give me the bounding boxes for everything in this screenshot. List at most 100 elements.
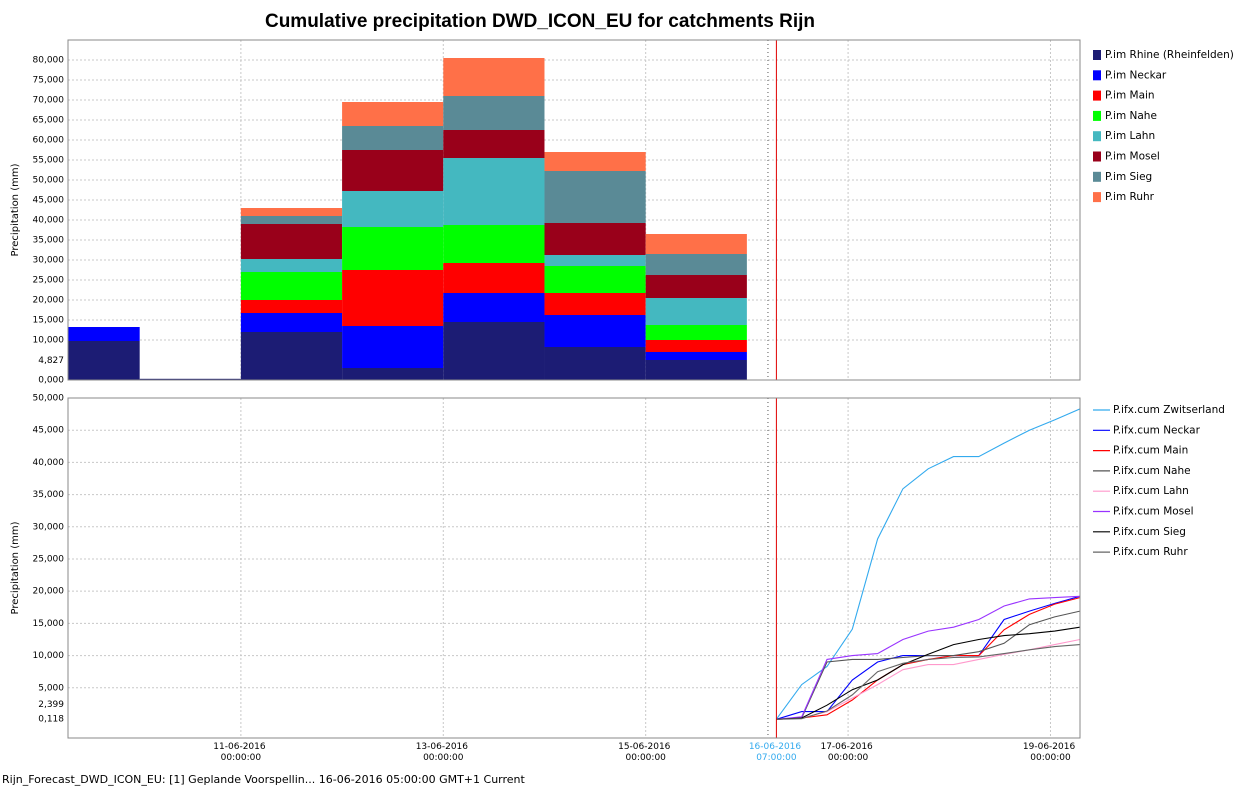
y-tick-label: 10,000 — [33, 336, 65, 346]
y-tick-label: 70,000 — [33, 96, 65, 106]
legend-label: P.ifx.cum Neckar — [1113, 424, 1201, 436]
y-tick-label: 80,000 — [33, 56, 65, 66]
y-tick-label: 15,000 — [33, 316, 65, 326]
bar-segment — [544, 347, 646, 380]
series-line — [776, 626, 1080, 720]
legend-label: P.im Lahn — [1105, 130, 1155, 142]
legend-label: P.im Neckar — [1105, 69, 1167, 81]
bar-segment — [68, 341, 140, 380]
x-tick-label: 15-06-2016 00:00:00 — [618, 742, 673, 763]
y-tick-label: 10,000 — [33, 651, 65, 661]
bar-segment — [544, 152, 646, 171]
bar-segment — [645, 340, 747, 352]
bar-segment — [544, 171, 646, 223]
legend-label: P.ifx.cum Lahn — [1113, 485, 1189, 497]
legend-swatch — [1093, 110, 1101, 121]
legend-swatch — [1093, 192, 1101, 203]
y-axis-label: Precipitation (mm) — [10, 163, 21, 256]
y-tick-label: 30,000 — [33, 256, 65, 266]
y-tick-label: 75,000 — [33, 76, 65, 86]
series-line — [775, 408, 1080, 720]
bar-segment — [443, 293, 545, 322]
y-tick-label: 45,000 — [33, 426, 65, 436]
y-tick-label: 35,000 — [33, 490, 65, 500]
bar-segment — [342, 368, 444, 380]
bar-segment — [240, 224, 343, 259]
bar-segment — [240, 313, 343, 332]
bar-segment — [443, 263, 545, 293]
x-tick-label: 17-06-2016 00:00:00 — [820, 742, 875, 763]
bar-segment — [645, 360, 747, 380]
y-tick-label: 60,000 — [33, 136, 65, 146]
bar-segment — [342, 150, 444, 191]
series-line — [776, 610, 1080, 720]
y-tick-label: 45,000 — [33, 196, 65, 206]
y-tick-label: 65,000 — [33, 116, 65, 126]
bar-segment — [342, 191, 444, 227]
y-tick-label-highlight: 0,118 — [38, 715, 64, 725]
legend-label: P.ifx.cum Zwitserland — [1113, 404, 1225, 416]
bar-segment — [645, 275, 747, 298]
bar-segment — [342, 102, 444, 126]
y-tick-label: 5,000 — [38, 683, 64, 693]
legend-swatch — [1093, 90, 1101, 101]
bar-segment — [443, 322, 545, 380]
bar-segment — [443, 58, 545, 96]
bar-segment — [342, 326, 444, 368]
legend-label: P.im Nahe — [1105, 110, 1157, 122]
x-tick-label: 11-06-2016 00:00:00 — [213, 742, 268, 763]
series-line — [776, 644, 1080, 720]
bar-segment — [544, 293, 646, 315]
bar-segment — [240, 300, 343, 313]
y-tick-label: 25,000 — [33, 276, 65, 286]
series-line — [776, 595, 1080, 720]
legend-swatch — [1093, 151, 1101, 162]
y-tick-label-highlight: 2,399 — [38, 700, 64, 710]
bar-segment — [544, 223, 646, 255]
bar-segment — [342, 227, 444, 270]
y-tick-label: 20,000 — [33, 296, 65, 306]
y-tick-label: 25,000 — [33, 554, 65, 564]
bar-segment — [342, 126, 444, 150]
legend-swatch — [1093, 50, 1101, 60]
bar-segment — [139, 378, 241, 380]
bar-segment — [240, 272, 343, 300]
legend-label: P.im Mosel — [1105, 151, 1160, 163]
legend-swatch — [1093, 70, 1101, 81]
chart-title: Cumulative precipitation DWD_ICON_EU for… — [265, 11, 815, 32]
y-tick-label: 30,000 — [33, 522, 65, 532]
bar-segment — [544, 255, 646, 266]
bar-segment — [645, 325, 747, 340]
bar-segment — [240, 259, 343, 272]
bar-segment — [240, 332, 343, 380]
y-tick-label: 50,000 — [33, 394, 65, 404]
y-tick-label: 0,000 — [38, 376, 64, 386]
legend-label: P.ifx.cum Sieg — [1113, 526, 1186, 538]
y-tick-label: 20,000 — [33, 587, 65, 597]
legend-label: P.im Main — [1105, 90, 1155, 102]
legend-label: P.im Sieg — [1105, 171, 1152, 183]
bar-segment — [342, 270, 444, 326]
plot-area — [68, 398, 1080, 738]
legend-label: P.ifx.cum Ruhr — [1113, 546, 1188, 558]
y-tick-label-highlight: 4,827 — [38, 356, 64, 366]
bar-segment — [240, 216, 343, 224]
legend-swatch — [1093, 131, 1101, 142]
status-bar: Rijn_Forecast_DWD_ICON_EU: [1] Geplande … — [2, 773, 526, 786]
y-axis-label: Precipitation (mm) — [10, 521, 21, 614]
bar-segment — [443, 130, 545, 158]
legend-swatch — [1093, 171, 1101, 182]
status-time: 16-06-2016 05:00:00 — [319, 773, 436, 786]
bar-segment — [240, 208, 343, 216]
bar-segment — [443, 158, 545, 225]
legend-label: P.im Ruhr — [1105, 191, 1155, 203]
y-tick-label: 40,000 — [33, 458, 65, 468]
bar-segment — [645, 352, 747, 360]
status-source: Rijn_Forecast_DWD_ICON_EU: [1] Geplande … — [2, 773, 315, 786]
legend-label: P.im Rhine (Rheinfelden) — [1105, 49, 1234, 61]
bar-segment — [544, 266, 646, 293]
x-tick-label: 16-06-2016 07:00:00 — [749, 742, 804, 763]
legend-label: P.ifx.cum Main — [1113, 445, 1188, 457]
bar-segment — [443, 96, 545, 130]
plot-content — [775, 408, 1080, 720]
